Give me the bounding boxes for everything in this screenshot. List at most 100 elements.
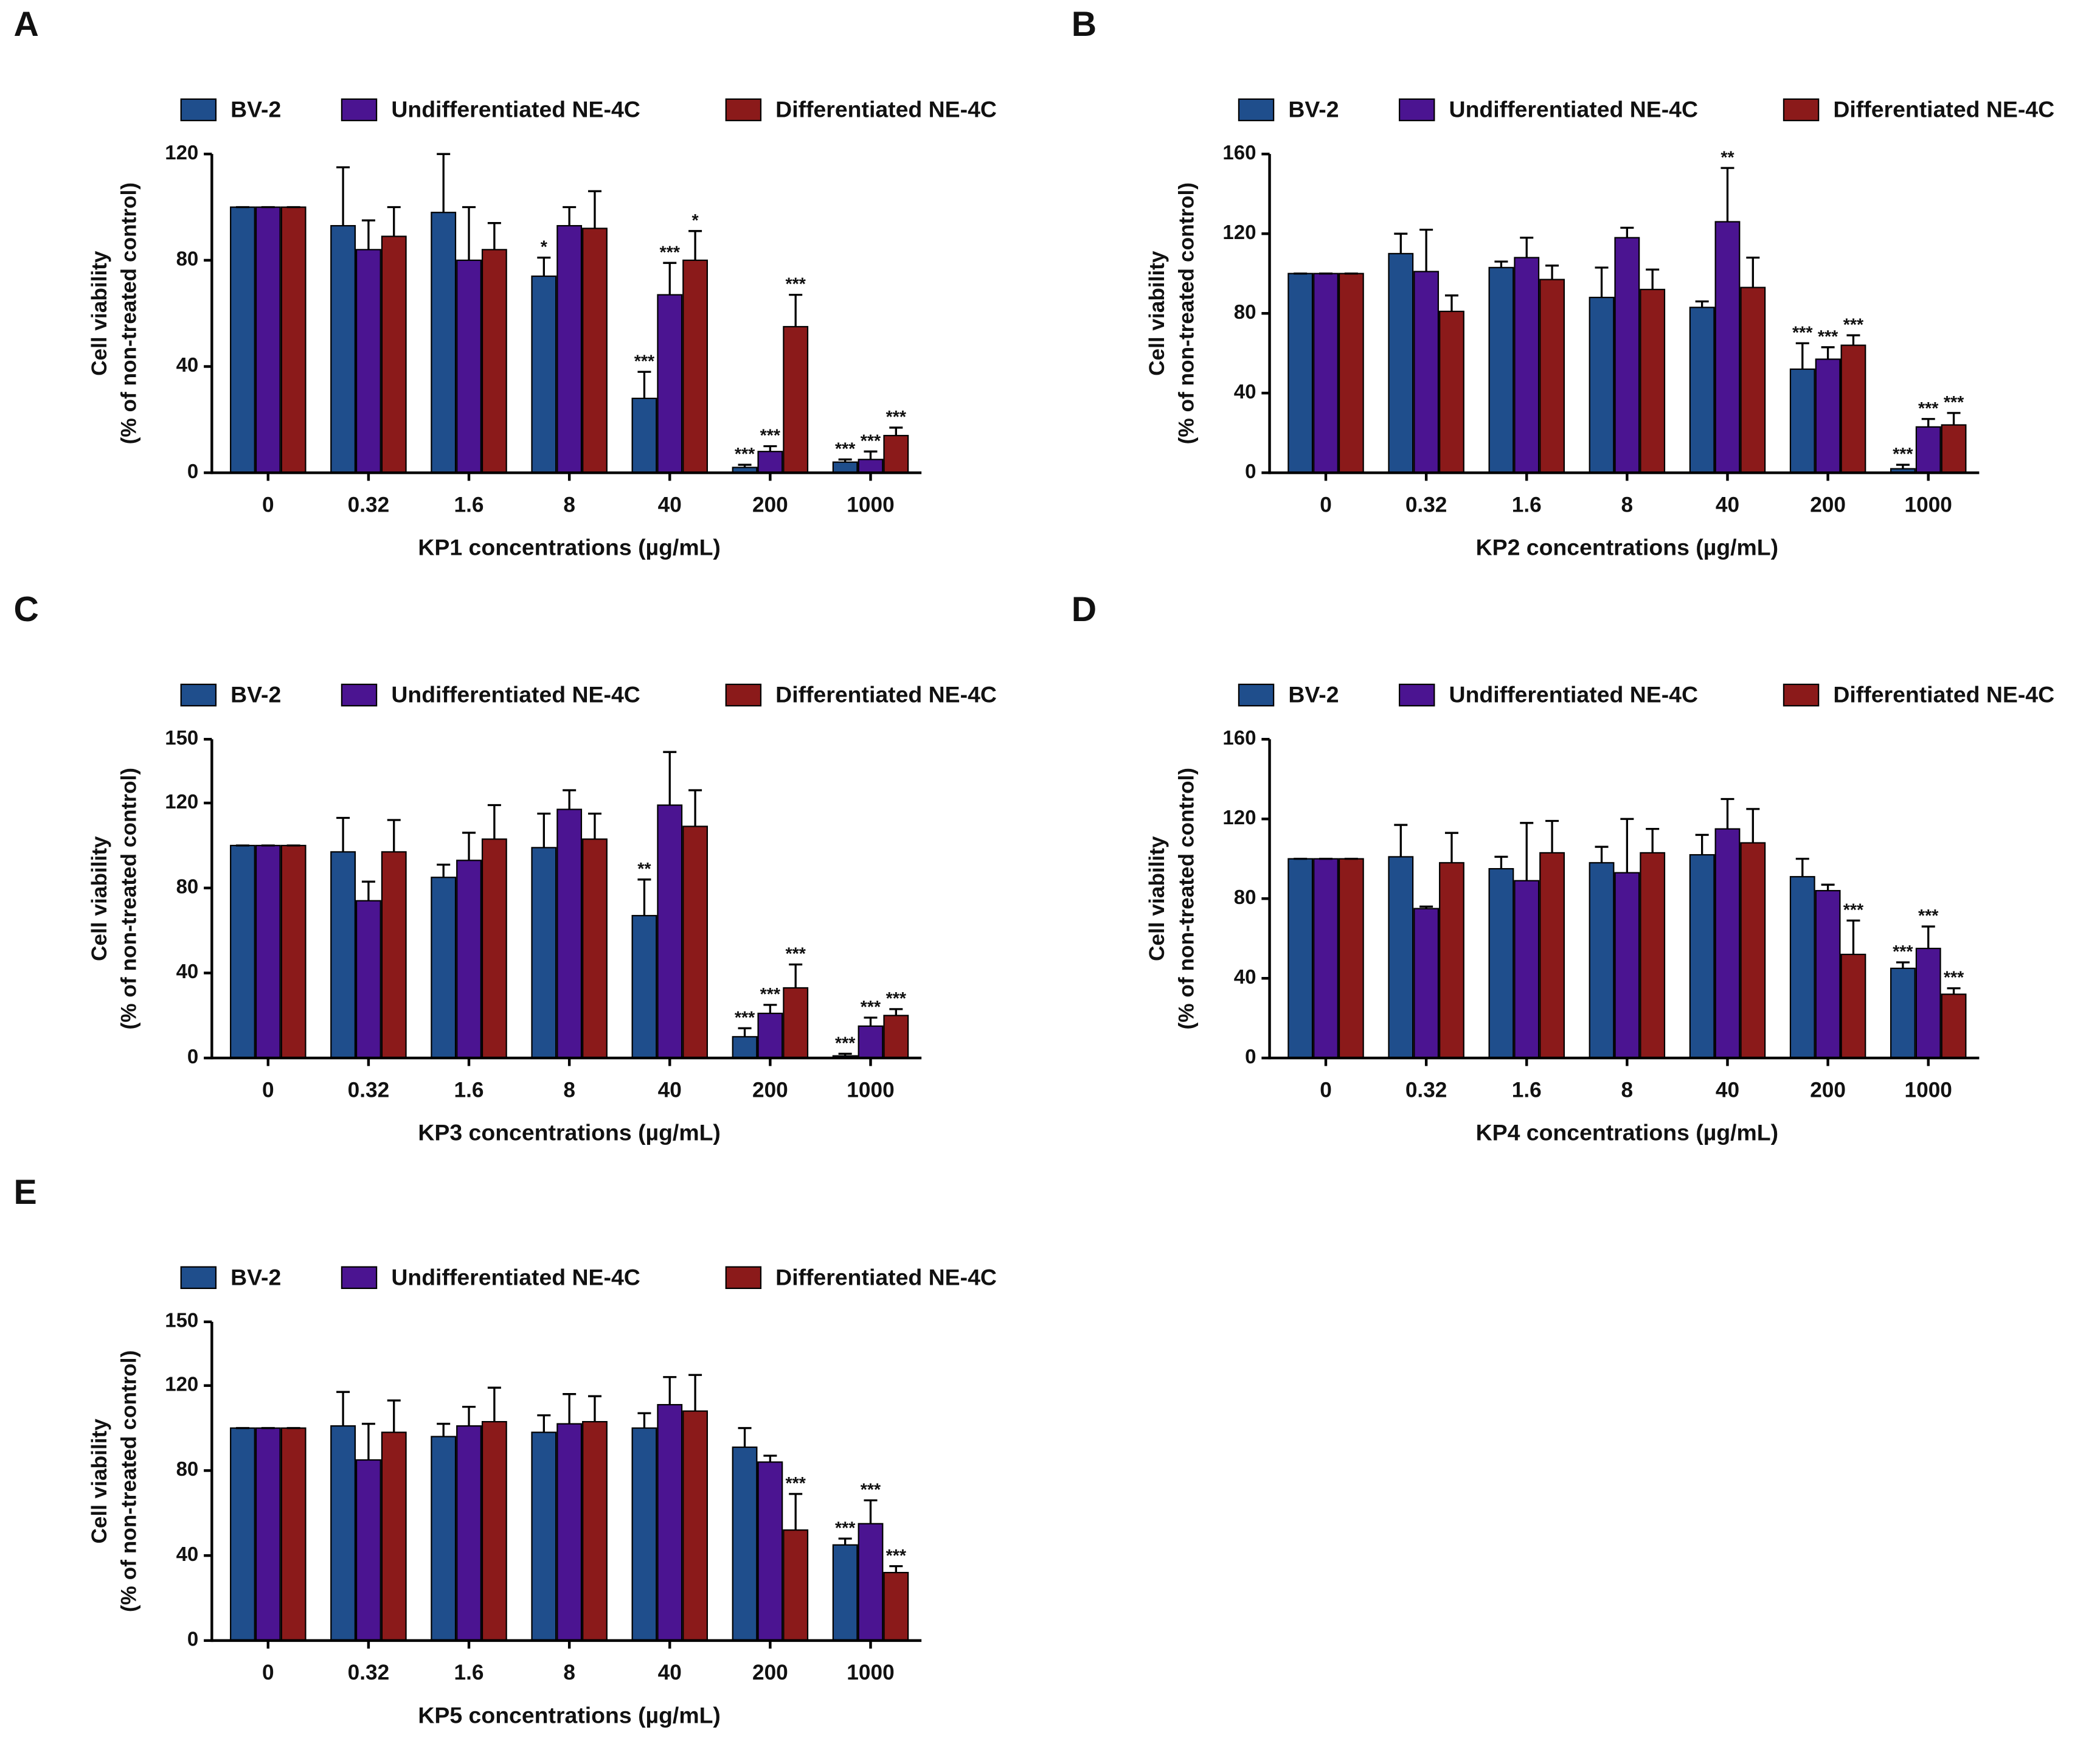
bar	[1514, 880, 1540, 1059]
bar	[381, 1431, 407, 1641]
error-bar	[1921, 925, 1935, 949]
significance-label: ***	[760, 985, 781, 1004]
error-bar	[563, 206, 577, 226]
error-bar	[1646, 268, 1660, 290]
bar	[657, 294, 683, 474]
y-axis-label: Cell viability	[1145, 251, 1169, 376]
significance-label: ***	[1918, 399, 1939, 419]
bar	[556, 1423, 583, 1641]
x-tick-label: 1.6	[454, 1079, 484, 1102]
error-bar	[387, 1399, 401, 1433]
error-bar	[838, 1537, 852, 1545]
significance-label: ***	[760, 426, 781, 446]
x-tick-label: 1000	[847, 1079, 894, 1102]
error-bar	[1695, 833, 1709, 855]
bar	[280, 206, 307, 474]
significance-label: ***	[1893, 942, 1913, 962]
bar	[1714, 828, 1741, 1059]
legend-label: Undifferentiated NE-4C	[1449, 682, 1698, 707]
legend-swatch	[180, 98, 217, 122]
error-bar	[1595, 846, 1609, 863]
y-axis-label: Cell viability	[1145, 836, 1169, 961]
bar	[1941, 424, 1967, 474]
error-bar	[663, 262, 677, 295]
error-bar	[1595, 266, 1609, 297]
significance-label: ***	[1893, 445, 1913, 464]
bar	[330, 851, 356, 1059]
error-bar	[688, 230, 702, 260]
bar	[1890, 967, 1916, 1059]
legend-swatch	[725, 1266, 762, 1289]
y-axis-label: (% of non-treated control)	[117, 1350, 140, 1612]
bar	[230, 844, 255, 1059]
x-tick-label: 0	[262, 1079, 274, 1102]
bar	[230, 1427, 255, 1641]
bar	[531, 275, 557, 474]
bar	[280, 1427, 307, 1641]
legend-swatch	[1399, 98, 1435, 122]
y-tick-label: 0	[1245, 460, 1256, 482]
bar	[1388, 252, 1414, 474]
x-tick-label: 0.32	[348, 493, 390, 516]
significance-label: ***	[886, 408, 907, 427]
error-bar	[1646, 827, 1660, 853]
y-tick-label: 40	[176, 353, 199, 376]
bar	[481, 838, 507, 1059]
error-bar	[1419, 905, 1433, 909]
legend-swatch	[725, 683, 762, 707]
error-bar	[1721, 798, 1734, 829]
x-tick-label: 0.32	[348, 1079, 390, 1102]
significance-label: ***	[861, 1480, 881, 1499]
bar	[1640, 288, 1666, 474]
bar	[1714, 221, 1741, 474]
y-axis-label: Cell viability	[88, 1419, 111, 1544]
bar	[757, 1461, 783, 1641]
bar	[1740, 287, 1766, 474]
bar	[883, 1572, 909, 1641]
bar	[631, 397, 657, 474]
bar	[381, 235, 407, 474]
bar	[657, 1404, 683, 1641]
bar	[531, 847, 557, 1059]
legend-swatch	[341, 1266, 378, 1289]
error-bar	[1846, 334, 1860, 346]
bar	[1640, 852, 1666, 1059]
legend-label: Undifferentiated NE-4C	[391, 682, 640, 707]
error-bar	[1494, 855, 1508, 869]
x-tick-label: 200	[1810, 493, 1846, 516]
error-bar	[1394, 824, 1408, 857]
bar	[757, 1012, 783, 1059]
bar	[431, 212, 457, 474]
x-tick-label: 40	[1716, 1079, 1739, 1102]
error-bar	[487, 804, 501, 839]
significance-label: ***	[1792, 323, 1813, 342]
significance-label: ***	[1843, 315, 1864, 335]
error-bar	[637, 370, 651, 398]
panel: A BV-2 Undifferentiated NE-4C Differentiate…	[14, 5, 997, 560]
x-tick-label: 0	[1320, 493, 1332, 516]
error-bar	[437, 153, 451, 213]
bar	[1539, 279, 1565, 474]
bar	[1488, 266, 1514, 474]
bar	[757, 451, 783, 474]
bar	[1815, 890, 1841, 1059]
x-tick-label: 1.6	[454, 1661, 484, 1684]
error-bar	[587, 812, 601, 839]
bar	[858, 1523, 884, 1641]
error-bar	[1444, 294, 1458, 311]
y-tick-label: 160	[1222, 141, 1256, 164]
bar	[556, 808, 583, 1059]
significance-label: *	[692, 211, 699, 231]
bar	[858, 459, 884, 474]
error-bar	[789, 293, 803, 327]
y-tick-label: 120	[1222, 221, 1256, 243]
legend-swatch	[1783, 98, 1820, 122]
bar	[1338, 858, 1364, 1059]
bar	[832, 1544, 858, 1641]
error-bar	[1795, 342, 1809, 369]
bar	[1313, 858, 1339, 1059]
error-bar	[1695, 300, 1709, 308]
bar	[1840, 953, 1866, 1059]
bar	[1388, 856, 1414, 1059]
